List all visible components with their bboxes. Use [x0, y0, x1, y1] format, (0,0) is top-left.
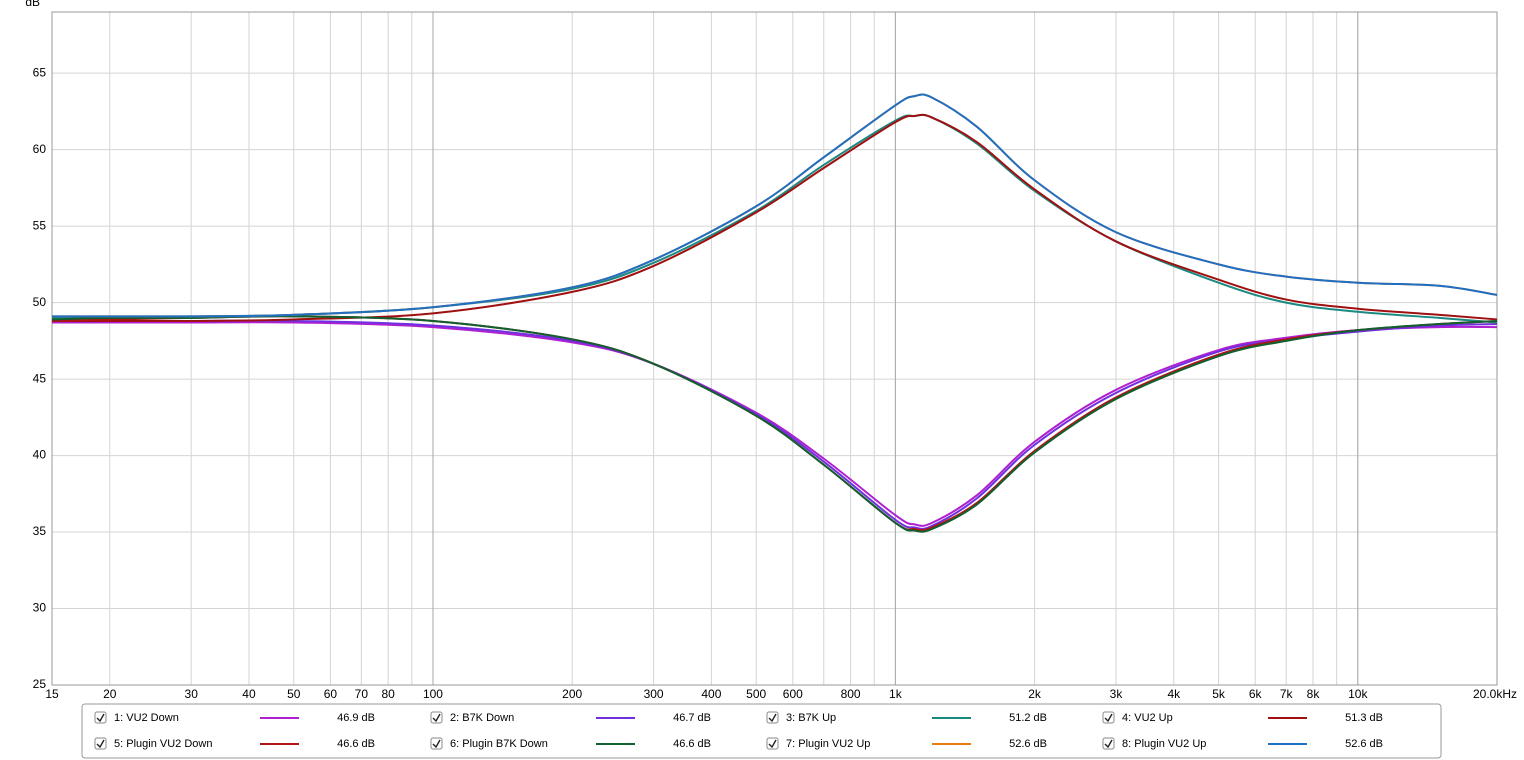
- x-tick-label: 40: [242, 687, 256, 701]
- legend-name: 6: Plugin B7K Down: [450, 738, 548, 750]
- curve: [52, 93, 1498, 318]
- legend-level: 46.6 dB: [673, 738, 711, 750]
- legend-check: [432, 713, 441, 723]
- x-tick-label: 3k: [1110, 687, 1124, 701]
- curve: [51, 319, 1498, 530]
- x-tick-label: 400: [701, 687, 721, 701]
- legend-name: 2: B7K Down: [450, 712, 514, 724]
- curve: [52, 93, 1498, 318]
- legend-name: 1: VU2 Down: [114, 712, 179, 724]
- x-tick-label: 60: [324, 687, 338, 701]
- plot-area: [51, 11, 1498, 686]
- curve: [51, 315, 1498, 533]
- legend-name: 8: Plugin VU2 Up: [1122, 738, 1206, 750]
- x-tick-label: 2k: [1028, 687, 1042, 701]
- x-tick-label: 50: [287, 687, 301, 701]
- x-tick-label: 600: [783, 687, 803, 701]
- y-tick-label: 30: [33, 601, 47, 615]
- y-tick-label: 50: [33, 295, 47, 309]
- x-tick-label: 6k: [1249, 687, 1263, 701]
- x-tick-label: 10k: [1348, 687, 1368, 701]
- x-tick-label: 100: [423, 687, 443, 701]
- legend-check: [96, 739, 105, 749]
- legend-check: [1104, 739, 1113, 749]
- x-tick-label: 20.0kHz: [1473, 687, 1517, 701]
- x-tick-label: 8k: [1307, 687, 1321, 701]
- x-tick-label: 1k: [889, 687, 903, 701]
- y-tick-label: 55: [33, 218, 47, 232]
- x-tick-label: 500: [746, 687, 766, 701]
- legend-check: [432, 739, 441, 749]
- legend-name: 4: VU2 Up: [1122, 712, 1173, 724]
- legend-level: 52.6 dB: [1009, 738, 1047, 750]
- legend-name: 7: Plugin VU2 Up: [786, 738, 870, 750]
- y-axis-label: dB: [25, 0, 40, 9]
- x-tick-label: 70: [355, 687, 369, 701]
- legend-name: 3: B7K Up: [786, 712, 836, 724]
- y-tick-label: 65: [33, 65, 47, 79]
- x-tick-label: 20: [103, 687, 117, 701]
- y-tick-label: 25: [33, 677, 47, 691]
- legend-level: 46.6 dB: [337, 738, 375, 750]
- legend: [81, 703, 1442, 759]
- x-tick-label: 800: [841, 687, 861, 701]
- curve: [52, 321, 1498, 527]
- y-tick-label: 60: [33, 142, 47, 156]
- y-tick-label: 45: [33, 371, 47, 385]
- legend-check: [768, 713, 777, 723]
- legend-check: [96, 713, 105, 723]
- y-tick-label: 35: [33, 524, 47, 538]
- legend-check: [768, 739, 777, 749]
- curve: [51, 113, 1498, 323]
- x-tick-label: 5k: [1212, 687, 1226, 701]
- x-tick-label: 200: [562, 687, 582, 701]
- x-tick-label: 300: [644, 687, 664, 701]
- legend-level: 46.7 dB: [673, 712, 711, 724]
- curve: [51, 113, 1498, 324]
- x-tick-label: 7k: [1280, 687, 1294, 701]
- legend-level: 52.6 dB: [1345, 738, 1383, 750]
- x-tick-label: 15: [45, 687, 59, 701]
- x-tick-label: 30: [185, 687, 199, 701]
- legend-level: 51.3 dB: [1345, 712, 1383, 724]
- x-tick-label: 4k: [1167, 687, 1181, 701]
- legend-level: 46.9 dB: [337, 712, 375, 724]
- legend-check: [1104, 713, 1113, 723]
- x-tick-label: 80: [381, 687, 395, 701]
- legend-name: 5: Plugin VU2 Down: [114, 738, 212, 750]
- y-tick-label: 40: [33, 448, 47, 462]
- legend-level: 51.2 dB: [1009, 712, 1047, 724]
